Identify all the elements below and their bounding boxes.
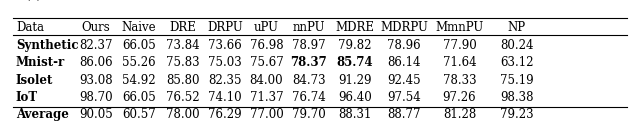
Text: Data: Data	[16, 21, 44, 33]
Text: uPU: uPU	[254, 21, 279, 33]
Text: IoT: IoT	[16, 91, 38, 104]
Text: 77.90: 77.90	[443, 39, 476, 52]
Text: Average: Average	[16, 108, 68, 121]
Text: 75.03: 75.03	[208, 56, 242, 69]
Text: 78.33: 78.33	[443, 74, 476, 87]
Text: 76.52: 76.52	[166, 91, 200, 104]
Text: 93.08: 93.08	[79, 74, 113, 87]
Text: 71.37: 71.37	[250, 91, 284, 104]
Text: 73.66: 73.66	[208, 39, 242, 52]
Text: 98.38: 98.38	[500, 91, 533, 104]
Text: 97.26: 97.26	[443, 91, 476, 104]
Text: nnPU: nnPU	[292, 21, 325, 33]
Text: 78.37: 78.37	[291, 56, 327, 69]
Text: 88.31: 88.31	[339, 108, 372, 121]
Text: 66.05: 66.05	[122, 39, 156, 52]
Text: 84.73: 84.73	[292, 74, 326, 87]
Text: Isolet: Isolet	[16, 74, 53, 87]
Text: 55.26: 55.26	[122, 56, 156, 69]
Text: 76.74: 76.74	[292, 91, 326, 104]
Text: NP: NP	[508, 21, 525, 33]
Text: 76.29: 76.29	[208, 108, 241, 121]
Text: 75.67: 75.67	[250, 56, 284, 69]
Text: 81.28: 81.28	[443, 108, 476, 121]
Text: 79.82: 79.82	[339, 39, 372, 52]
Text: (a): (a)	[25, 0, 42, 2]
Text: 82.37: 82.37	[79, 39, 113, 52]
Text: 86.06: 86.06	[79, 56, 113, 69]
Text: Ours: Ours	[81, 21, 110, 33]
Text: Synthetic: Synthetic	[16, 39, 78, 52]
Text: MmnPU: MmnPU	[435, 21, 484, 33]
Text: 91.29: 91.29	[339, 74, 372, 87]
Text: 78.97: 78.97	[292, 39, 326, 52]
Text: Mnist-r: Mnist-r	[16, 56, 65, 69]
Text: 92.45: 92.45	[387, 74, 421, 87]
Text: 85.74: 85.74	[337, 56, 373, 69]
Text: 74.10: 74.10	[208, 91, 241, 104]
Text: 98.70: 98.70	[79, 91, 113, 104]
Text: 78.96: 78.96	[387, 39, 421, 52]
Text: Naive: Naive	[122, 21, 156, 33]
Text: 80.24: 80.24	[500, 39, 533, 52]
Text: 77.00: 77.00	[250, 108, 284, 121]
Text: 79.70: 79.70	[292, 108, 326, 121]
Text: 88.77: 88.77	[387, 108, 421, 121]
Text: 75.83: 75.83	[166, 56, 200, 69]
Text: DRPU: DRPU	[207, 21, 243, 33]
Text: 97.54: 97.54	[387, 91, 421, 104]
Text: MDRE: MDRE	[335, 21, 374, 33]
Text: 86.14: 86.14	[387, 56, 421, 69]
Text: 54.92: 54.92	[122, 74, 156, 87]
Text: 84.00: 84.00	[250, 74, 284, 87]
Text: 85.80: 85.80	[166, 74, 200, 87]
Text: 78.00: 78.00	[166, 108, 200, 121]
Text: 90.05: 90.05	[79, 108, 113, 121]
Text: DRE: DRE	[170, 21, 196, 33]
Text: MDRPU: MDRPU	[380, 21, 428, 33]
Text: 76.98: 76.98	[250, 39, 284, 52]
Text: 60.57: 60.57	[122, 108, 156, 121]
Text: 63.12: 63.12	[500, 56, 533, 69]
Text: 82.35: 82.35	[208, 74, 241, 87]
Text: 66.05: 66.05	[122, 91, 156, 104]
Text: 96.40: 96.40	[338, 91, 372, 104]
Text: 79.23: 79.23	[500, 108, 533, 121]
Text: 75.19: 75.19	[500, 74, 533, 87]
Text: 73.84: 73.84	[166, 39, 200, 52]
Text: 71.64: 71.64	[443, 56, 476, 69]
